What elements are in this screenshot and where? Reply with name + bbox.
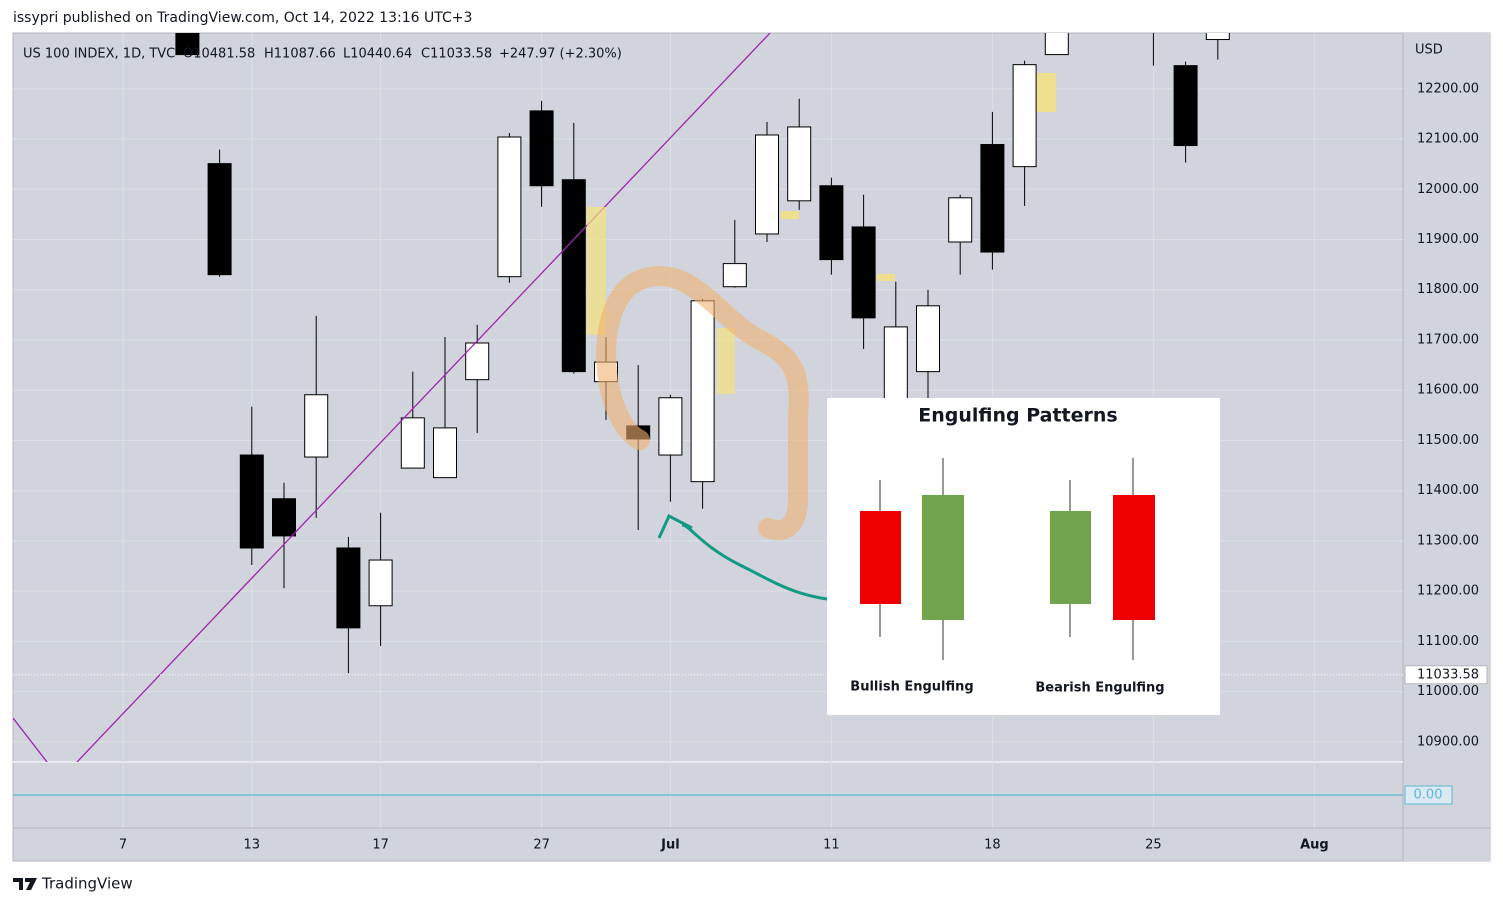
highlight (1037, 73, 1056, 112)
logo: TradingView (13, 875, 133, 893)
candle-body (433, 427, 457, 479)
highlight (587, 207, 606, 335)
x-tick-label: Aug (1300, 838, 1329, 853)
candle-body (1012, 64, 1037, 168)
candle-body (658, 397, 683, 456)
candle-body (207, 163, 232, 276)
legend-high: H11087.66 (264, 47, 336, 62)
candle-body (1044, 33, 1069, 56)
y-tick-label: 11700.00 (1417, 332, 1479, 347)
candle-body (175, 33, 200, 56)
trend-line (76, 33, 771, 762)
legend-open: O10481.58 (183, 47, 255, 62)
highlight (781, 211, 799, 219)
candle-body (1205, 33, 1230, 41)
candle-body (690, 300, 715, 483)
y-tick-label: 11400.00 (1417, 483, 1479, 498)
y-tick-label: 12100.00 (1417, 132, 1479, 147)
candle-body (304, 394, 329, 458)
inset-label: Bullish Engulfing (850, 680, 973, 695)
candle-body (239, 454, 264, 549)
byline: issypri published on TradingView.com, Oc… (13, 10, 472, 26)
candle-body (368, 559, 393, 607)
candles (175, 0, 1230, 674)
legend-close: C11033.58 (421, 47, 492, 62)
x-tick-label: 27 (533, 838, 550, 853)
inset-candle (1113, 495, 1155, 620)
inset-label: Bearish Engulfing (1035, 681, 1164, 696)
highlight (877, 274, 895, 281)
x-tick-label: 11 (823, 838, 840, 853)
circle-annotation (596, 266, 809, 541)
arrow-annotation (681, 523, 861, 604)
x-tick-label: 25 (1145, 838, 1162, 853)
legend-low: L10440.64 (343, 47, 412, 62)
y-tick-label: 11100.00 (1417, 634, 1479, 649)
candle-body (851, 226, 876, 319)
brand: TradingView (41, 875, 133, 893)
y-tick-label: 12000.00 (1417, 182, 1479, 197)
candle-body (272, 498, 296, 537)
legend-change: +247.97 (+2.30%) (499, 47, 622, 62)
inset-candle (922, 495, 964, 620)
candle-body (561, 179, 586, 373)
y-tick-label: 11500.00 (1417, 433, 1479, 448)
x-tick-label: 18 (984, 838, 1001, 853)
x-tick-label: 13 (244, 838, 261, 853)
y-tick-label: 11900.00 (1417, 232, 1479, 247)
arrow-head (657, 513, 693, 539)
candle-body (722, 263, 747, 288)
chart-frame (12, 32, 1491, 862)
candle-body (819, 185, 844, 261)
y-tick-label: 11800.00 (1417, 282, 1479, 297)
candle-body (1142, 0, 1165, 18)
last-price-label: 11033.58 (1417, 667, 1479, 682)
y-tick-label: 11000.00 (1417, 684, 1479, 699)
y-tick-label: 11300.00 (1417, 533, 1479, 548)
x-tick-label: Jul (660, 838, 680, 853)
candle-body (755, 134, 779, 235)
inset-candle (860, 511, 901, 604)
logo-mark (13, 878, 37, 890)
candle-body (948, 197, 973, 243)
y-tick-label: 11600.00 (1417, 383, 1479, 398)
candle-body (529, 110, 554, 187)
last-price-box (1404, 665, 1488, 685)
inset-candle (1050, 511, 1091, 604)
legend-symbol: US 100 INDEX, 1D, TVC (23, 47, 175, 62)
indicator-box (1404, 785, 1453, 805)
highlight (717, 328, 735, 394)
x-tick-label: 7 (119, 838, 127, 853)
candle-body (787, 126, 812, 202)
candle-body (916, 305, 940, 373)
y-tick-label: 12200.00 (1417, 81, 1479, 96)
candle-body (980, 144, 1005, 253)
candle-body (497, 136, 522, 278)
indicator-label: 0.00 (1414, 788, 1443, 803)
inset-title: Engulfing Patterns (918, 405, 1117, 427)
trend-line (13, 717, 48, 762)
candle-body (336, 547, 361, 629)
candle-body (400, 417, 425, 469)
y-tick-label: 10900.00 (1417, 734, 1479, 749)
legend: US 100 INDEX, 1D, TVC O10481.58 H11087.6… (23, 47, 622, 62)
currency: USD (1415, 43, 1443, 58)
candle-body (465, 342, 490, 381)
price-axis-bg (1403, 33, 1490, 861)
x-tick-label: 17 (372, 838, 389, 853)
candle-body (1173, 65, 1198, 147)
inset: Engulfing Patterns Bullish Engulfing Bea… (827, 398, 1220, 715)
drawings (13, 33, 1056, 762)
y-tick-label: 11200.00 (1417, 584, 1479, 599)
